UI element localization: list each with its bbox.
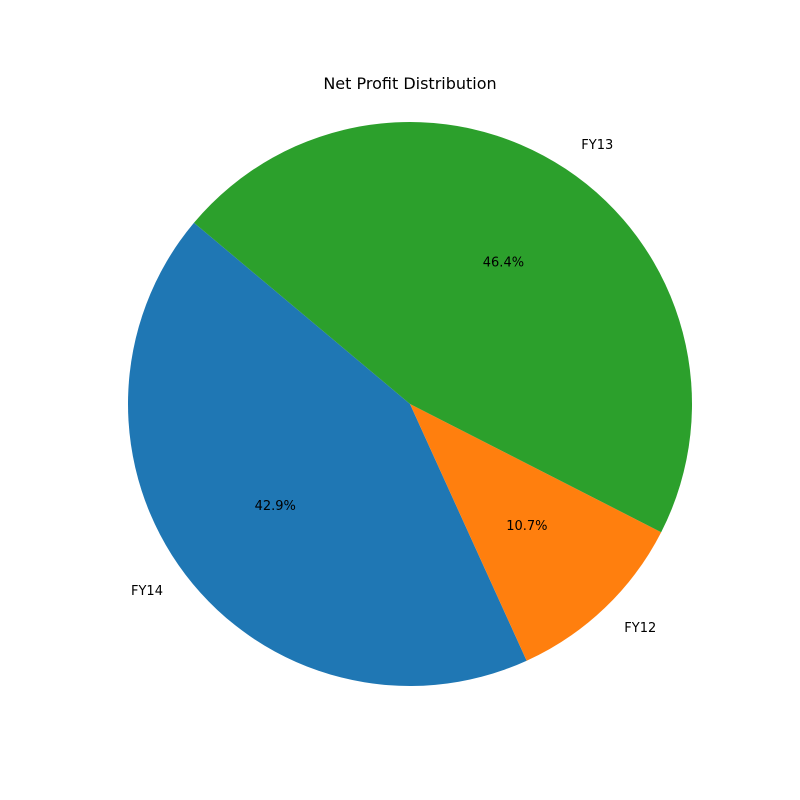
pie-slices [128, 122, 692, 686]
slice-label-fy13: FY13 [581, 138, 613, 153]
pie-slice-fy14 [128, 222, 527, 686]
slice-label-fy12: FY12 [624, 621, 656, 636]
slice-label-fy14: FY14 [131, 584, 163, 599]
pie-labels: FY14 42.9% FY12 10.7% FY13 46.4% [131, 138, 656, 636]
pie-slice-fy13 [193, 122, 692, 533]
pie-slice-fy12 [410, 404, 662, 661]
slice-percent-fy12: 10.7% [506, 519, 547, 534]
slice-percent-fy13: 46.4% [483, 255, 524, 270]
chart-title: Net Profit Distribution [323, 74, 496, 93]
slice-percent-fy14: 42.9% [255, 499, 296, 514]
